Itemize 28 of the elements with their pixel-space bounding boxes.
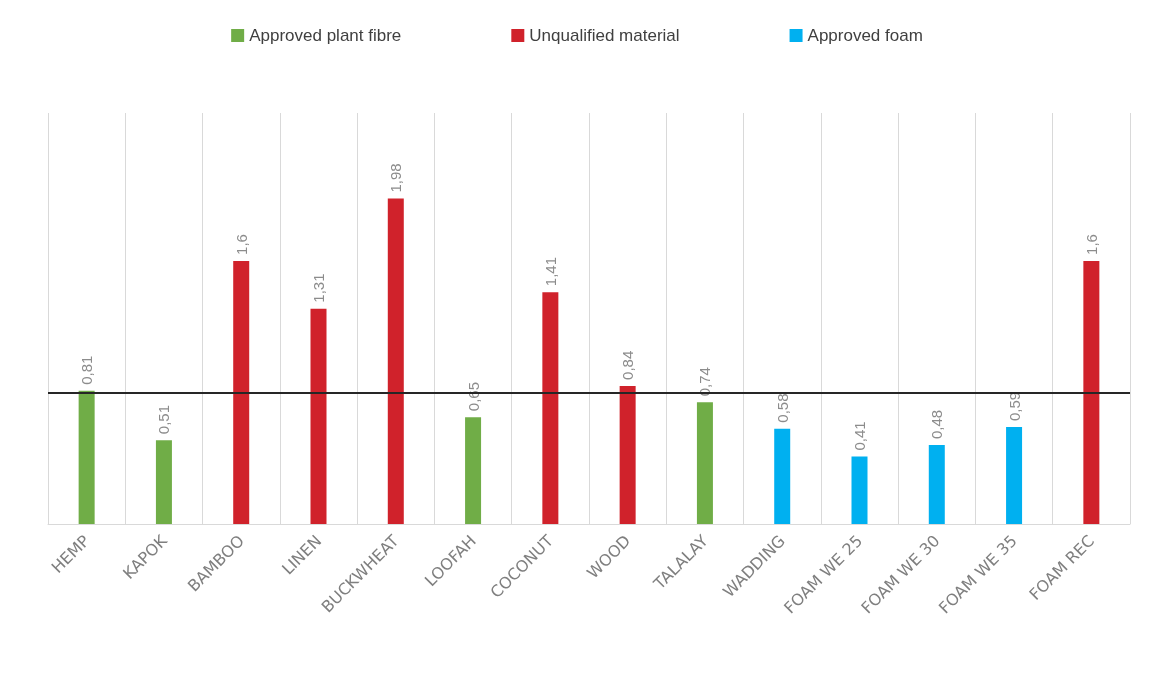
- bar: [774, 428, 791, 524]
- data-label: 0,41: [851, 421, 868, 451]
- bar: [155, 440, 172, 524]
- legend-label: Approved plant fibre: [249, 26, 402, 45]
- bar: [696, 402, 713, 524]
- data-label: 1,98: [387, 163, 405, 193]
- data-label: 1,6: [232, 234, 250, 255]
- data-label: 0,58: [773, 393, 791, 423]
- legend-label: Approved foam: [807, 26, 923, 45]
- bar: [619, 385, 636, 524]
- bar: [1006, 427, 1023, 524]
- bar: [310, 308, 327, 524]
- bar: [851, 456, 868, 524]
- bar: [1083, 260, 1100, 524]
- legend-label: Unqualified material: [529, 26, 680, 45]
- data-label: 1,6: [1082, 234, 1100, 255]
- bar: [465, 417, 482, 524]
- bar: [233, 260, 250, 524]
- data-label: 0,81: [78, 355, 96, 385]
- bar: [928, 445, 945, 524]
- data-label: 1,41: [541, 256, 559, 287]
- data-label: 0,51: [155, 404, 173, 435]
- bar: [78, 390, 95, 524]
- bar: [542, 292, 559, 524]
- data-label: 0,48: [928, 409, 946, 440]
- data-label: 1,31: [310, 273, 327, 303]
- data-label: 0,84: [619, 350, 637, 380]
- bar: [387, 198, 404, 524]
